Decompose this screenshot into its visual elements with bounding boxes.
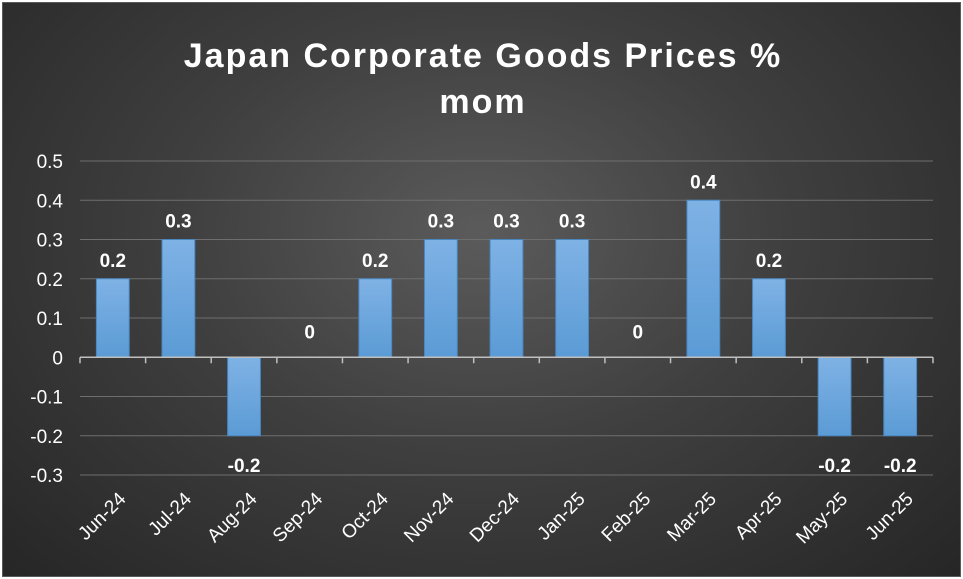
axes <box>79 356 934 364</box>
y-tick-label: 0.4 <box>37 191 64 212</box>
x-tick-label: Mar-25 <box>663 489 720 546</box>
bars <box>95 199 918 437</box>
bar-jul-24 <box>161 239 196 358</box>
data-label: -0.2 <box>818 456 851 477</box>
x-tick-label: May-25 <box>792 489 852 549</box>
data-label: 0.3 <box>165 212 191 233</box>
bar-chart: Japan Corporate Goods Prices % mom 0.5 0.… <box>30 37 934 549</box>
y-tick-label: 0.5 <box>37 152 63 173</box>
data-label: -0.2 <box>228 456 261 477</box>
y-tick-label: -0.3 <box>30 466 63 487</box>
y-tick-label: 0.3 <box>37 231 63 252</box>
x-tick-label: Feb-25 <box>598 489 655 546</box>
x-tick-label: Sep-24 <box>269 488 327 546</box>
x-tick-label: Jun-24 <box>74 488 130 544</box>
chart-title-line-2: mom <box>439 83 526 121</box>
data-label: 0.2 <box>362 251 388 272</box>
bar-apr-25 <box>752 278 786 358</box>
bar-jan-25 <box>555 239 590 358</box>
bar-mar-25 <box>686 199 721 358</box>
x-tick-label: Apr-25 <box>731 489 786 544</box>
y-tick-label: -0.1 <box>30 388 63 409</box>
data-label: 0.3 <box>493 212 519 233</box>
data-label: 0 <box>304 322 315 343</box>
bar-aug-24 <box>227 356 261 437</box>
bar-jun-25 <box>883 356 918 437</box>
y-tick-label: -0.2 <box>30 427 63 448</box>
data-label: 0.2 <box>100 251 126 272</box>
y-tick-label: 0.2 <box>37 270 63 291</box>
x-tick-label: Oct-24 <box>338 488 393 543</box>
bar-may-25 <box>817 356 852 437</box>
y-tick-label: 0.1 <box>37 309 63 330</box>
data-label: -0.2 <box>884 456 917 477</box>
bar-nov-24 <box>423 239 458 358</box>
bar-jun-24 <box>95 278 130 358</box>
x-tick-label: Jun-25 <box>862 489 918 545</box>
y-tick-label: 0 <box>52 348 63 369</box>
data-label: 0.2 <box>756 251 782 272</box>
x-tick-label: Jan-25 <box>534 489 590 545</box>
x-tick-label: Nov-24 <box>400 488 458 546</box>
x-tick-label: Aug-24 <box>203 488 261 546</box>
data-label: 0.4 <box>690 172 717 193</box>
data-label: 0.3 <box>559 212 585 233</box>
data-label: 0.3 <box>428 212 454 233</box>
chart-title-line-1: Japan Corporate Goods Prices % <box>184 37 783 75</box>
bar-oct-24 <box>358 278 393 358</box>
x-tick-label: Dec-24 <box>466 488 524 546</box>
x-tick-label: Jul-24 <box>145 488 197 540</box>
data-label: 0 <box>632 322 643 343</box>
bar-dec-24 <box>489 239 524 358</box>
